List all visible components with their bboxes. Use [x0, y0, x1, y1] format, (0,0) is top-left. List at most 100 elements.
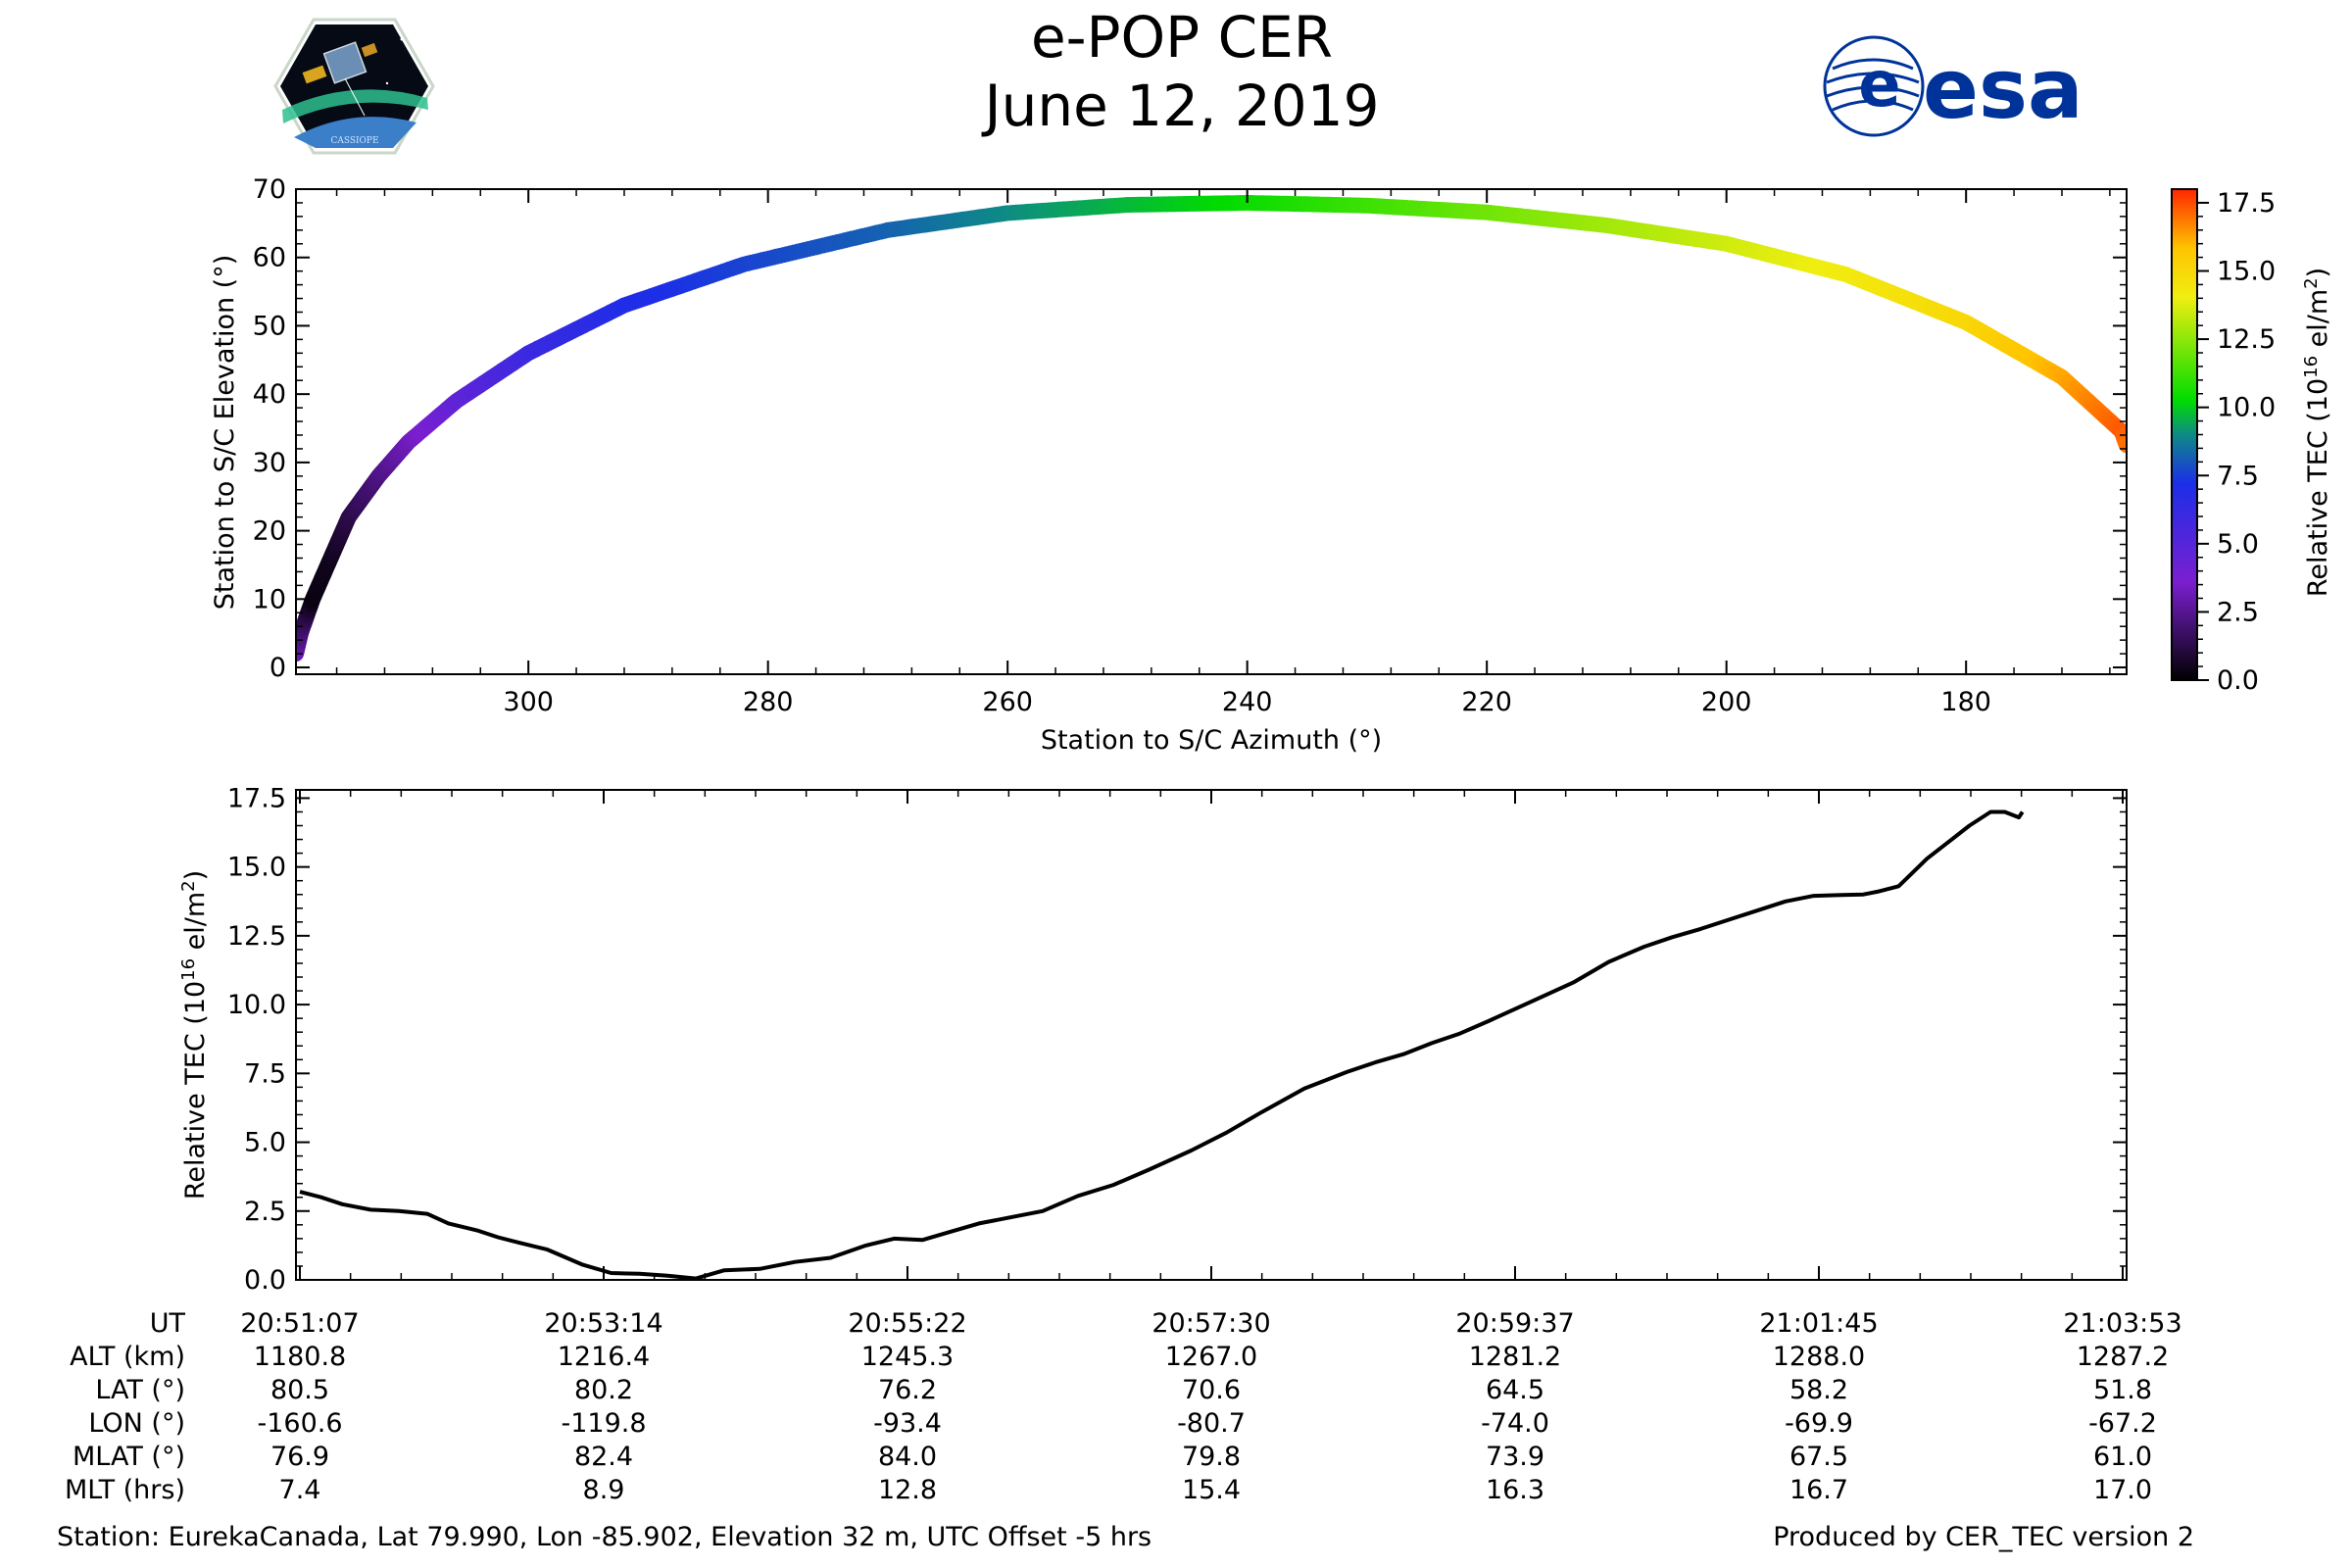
y-tick-label: 70 [253, 174, 286, 205]
colorbar-gradient [2171, 188, 2198, 681]
ephemeris-cell: 12.8 [878, 1475, 937, 1505]
bottom-y-axis-label: Relative TEC (1016 el/m2) [178, 870, 211, 1200]
colorbar-ticks: 0.0 2.5 5.0 7.5 10.0 12.5 15.0 17.5 [2197, 188, 2276, 696]
ephemeris-row-label: LAT (°) [95, 1375, 185, 1405]
elevation-azimuth-panel: 300 280 260 240 220 200 180 0 10 20 30 40 50 60 70 Sta… [210, 174, 2128, 756]
y-tick-label: 10 [253, 584, 286, 614]
ephemeris-row-label: MLAT (°) [73, 1442, 185, 1472]
ephemeris-cell: 67.5 [1789, 1442, 1848, 1472]
bottom-axis-ticks: 0.0 2.5 5.0 7.5 10.0 12.5 15.0 17.5 [227, 783, 2127, 1296]
cassiope-logo-text: CASSIOPE [330, 136, 378, 146]
colorbar-tick-label: 2.5 [2217, 597, 2259, 627]
y-tick-label: 60 [253, 243, 286, 273]
tec-time-panel: 0.0 2.5 5.0 7.5 10.0 12.5 15.0 17.5 Relative TE… [178, 783, 2128, 1296]
y-tick-label: 50 [253, 311, 286, 341]
y-tick-label: 0.0 [244, 1265, 286, 1296]
ephemeris-cell: 1245.3 [861, 1342, 954, 1372]
svg-text:e: e [1858, 49, 1900, 122]
ephemeris-cell: 1281.2 [1469, 1342, 1561, 1372]
ephemeris-cell: 73.9 [1486, 1442, 1544, 1472]
ephemeris-cell: 16.3 [1486, 1475, 1544, 1505]
x-tick-label: 220 [1461, 687, 1512, 717]
ephemeris-cell: -119.8 [561, 1408, 646, 1439]
ephemeris-cell: 20:51:07 [240, 1308, 359, 1339]
y-tick-label: 12.5 [227, 921, 286, 952]
ephemeris-cell: 1180.8 [254, 1342, 346, 1372]
ephemeris-cell: 1216.4 [558, 1342, 650, 1372]
ephemeris-cell: 1288.0 [1773, 1342, 1865, 1372]
ephemeris-cell: 79.8 [1182, 1442, 1241, 1472]
ephemeris-cell: -67.2 [2088, 1408, 2157, 1439]
esa-logo: e esa [1823, 35, 2083, 137]
y-tick-label: 17.5 [227, 783, 286, 813]
chart-date: June 12, 2019 [981, 73, 1379, 139]
esa-wordmark: esa [1923, 41, 2083, 137]
y-tick-label: 2.5 [244, 1197, 286, 1227]
top-axis-ticks: 300 280 260 240 220 200 180 0 10 20 30 40 50 60 70 [253, 174, 2127, 717]
esa-globe-icon: e [1823, 35, 1925, 137]
ephemeris-cell: -80.7 [1177, 1408, 1246, 1439]
ephemeris-cell: 51.8 [2093, 1375, 2152, 1405]
ephemeris-cell: 84.0 [878, 1442, 937, 1472]
x-tick-label: 200 [1701, 687, 1752, 717]
ephemeris-cell: -160.6 [257, 1408, 342, 1439]
top-y-axis-label: Station to S/C Elevation (°) [210, 255, 240, 611]
ephemeris-cell: 80.2 [574, 1375, 633, 1405]
ephemeris-cell: 58.2 [1789, 1375, 1848, 1405]
y-tick-label: 40 [253, 379, 286, 410]
ephemeris-cell: 61.0 [2093, 1442, 2152, 1472]
ephemeris-cell: 21:01:45 [1759, 1308, 1878, 1339]
colorbar-tick-label: 17.5 [2217, 188, 2276, 219]
ephemeris-cell: -93.4 [873, 1408, 942, 1439]
x-tick-label: 180 [1940, 687, 1991, 717]
y-tick-label: 0 [270, 653, 286, 683]
ephemeris-cell: 20:55:22 [848, 1308, 966, 1339]
x-tick-label: 240 [1222, 687, 1273, 717]
chart-title: e-POP CER [1031, 4, 1333, 71]
top-plot-frame [295, 188, 2128, 675]
x-tick-label: 300 [503, 687, 554, 717]
colorbar-tick-label: 5.0 [2217, 529, 2259, 560]
ephemeris-cell: 1287.2 [2077, 1342, 2169, 1372]
x-tick-label: 280 [743, 687, 794, 717]
ephemeris-cell: 20:53:14 [544, 1308, 662, 1339]
colorbar-tick-label: 12.5 [2217, 324, 2276, 355]
ephemeris-cell: 7.4 [279, 1475, 321, 1505]
ephemeris-row-label: ALT (km) [70, 1342, 185, 1372]
station-info: Station: EurekaCanada, Lat 79.990, Lon -… [57, 1522, 1152, 1552]
tec-colorbar: 0.0 2.5 5.0 7.5 10.0 12.5 15.0 17.5 Relative TE… [2171, 188, 2333, 696]
y-tick-label: 10.0 [227, 990, 286, 1020]
produced-by: Produced by CER_TEC version 2 [1773, 1522, 2194, 1552]
ephemeris-row-label: LON (°) [88, 1408, 185, 1439]
colorbar-tick-label: 15.0 [2217, 257, 2276, 287]
ephemeris-cell: 21:03:53 [2063, 1308, 2181, 1339]
ephemeris-cell: 17.0 [2093, 1475, 2152, 1505]
ephemeris-cell: 76.2 [878, 1375, 937, 1405]
ephemeris-cell: 70.6 [1182, 1375, 1241, 1405]
ephemeris-cell: 64.5 [1486, 1375, 1544, 1405]
ephemeris-cell: 82.4 [574, 1442, 633, 1472]
colorbar-tick-label: 10.0 [2217, 393, 2276, 423]
tec-series-line [299, 809, 2025, 1280]
colorbar-tick-label: 7.5 [2217, 461, 2259, 491]
ephemeris-cell: -69.9 [1785, 1408, 1853, 1439]
y-tick-label: 20 [253, 516, 286, 547]
x-tick-label: 260 [982, 687, 1033, 717]
ephemeris-row-label: MLT (hrs) [65, 1475, 185, 1505]
y-tick-label: 5.0 [244, 1128, 286, 1158]
track-points [296, 194, 2127, 662]
ephemeris-cell: 20:59:37 [1455, 1308, 1574, 1339]
satellite-icon [302, 41, 378, 117]
y-tick-label: 15.0 [227, 853, 286, 883]
ephemeris-cell: 20:57:30 [1152, 1308, 1270, 1339]
top-x-axis-label: Station to S/C Azimuth (°) [1041, 725, 1382, 756]
ephemeris-cell: 76.9 [270, 1442, 329, 1472]
ephemeris-cell: 80.5 [270, 1375, 329, 1405]
bottom-plot-frame [295, 789, 2128, 1281]
y-tick-label: 30 [253, 448, 286, 478]
ephemeris-cell: 16.7 [1789, 1475, 1848, 1505]
cassiope-mission-logo: CASSIOPE [273, 18, 435, 155]
colorbar-tick-label: 0.0 [2217, 665, 2259, 696]
